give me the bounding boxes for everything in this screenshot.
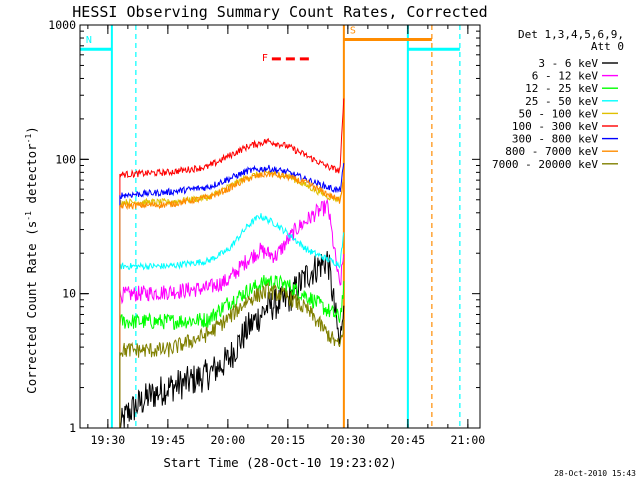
legend-label-0: 3 - 6 keV — [538, 57, 598, 70]
legend-label-6: 300 - 800 keV — [512, 133, 598, 146]
series-line-8 — [119, 281, 345, 428]
x-tick-label-4: 20:30 — [331, 433, 366, 447]
x-tick-label-6: 21:00 — [451, 433, 486, 447]
series-line-7 — [119, 170, 345, 428]
flag-label-3: F — [262, 53, 268, 64]
legend-label-2: 12 - 25 keV — [525, 82, 598, 95]
legend-label-8: 7000 - 20000 keV — [492, 158, 598, 171]
x-axis-label: Start Time (28-Oct-10 19:23:02) — [163, 455, 396, 470]
legend-label-1: 6 - 12 keV — [532, 70, 599, 83]
series-line-2 — [119, 274, 345, 428]
y-tick-label-2: 100 — [55, 152, 76, 166]
flag-label-2: S — [350, 25, 356, 36]
x-tick-label-0: 19:30 — [91, 433, 126, 447]
series-line-1 — [119, 198, 345, 428]
plot-frame — [79, 24, 481, 429]
legend-header-1: Att 0 — [591, 40, 624, 53]
legend-label-3: 25 - 50 keV — [525, 95, 598, 108]
series-line-0 — [119, 250, 345, 429]
chart-title: HESSI Observing Summary Count Rates, Cor… — [72, 3, 487, 21]
x-tick-label-5: 20:45 — [391, 433, 426, 447]
series-line-5 — [119, 98, 345, 428]
x-tick-label-3: 20:15 — [271, 433, 306, 447]
y-tick-label-0: 1 — [69, 421, 76, 435]
legend-label-4: 50 - 100 keV — [519, 107, 599, 120]
footer-timestamp: 28-Oct-2010 15:43 — [554, 469, 636, 478]
series-line-6 — [119, 163, 345, 428]
legend-label-5: 100 - 300 keV — [512, 120, 598, 133]
x-tick-label-2: 20:00 — [211, 433, 246, 447]
y-axis-label: Corrected Count Rate (s-1 detector-1) — [24, 126, 39, 394]
flag-label-0: N — [86, 35, 92, 46]
y-tick-label-3: 1000 — [48, 18, 76, 32]
y-tick-label-1: 10 — [62, 287, 76, 301]
x-tick-label-1: 19:45 — [151, 433, 186, 447]
legend-label-7: 800 - 7000 keV — [505, 145, 598, 158]
legend-header-0: Det 1,3,4,5,6,9, — [518, 28, 624, 41]
series-line-3 — [119, 213, 345, 428]
